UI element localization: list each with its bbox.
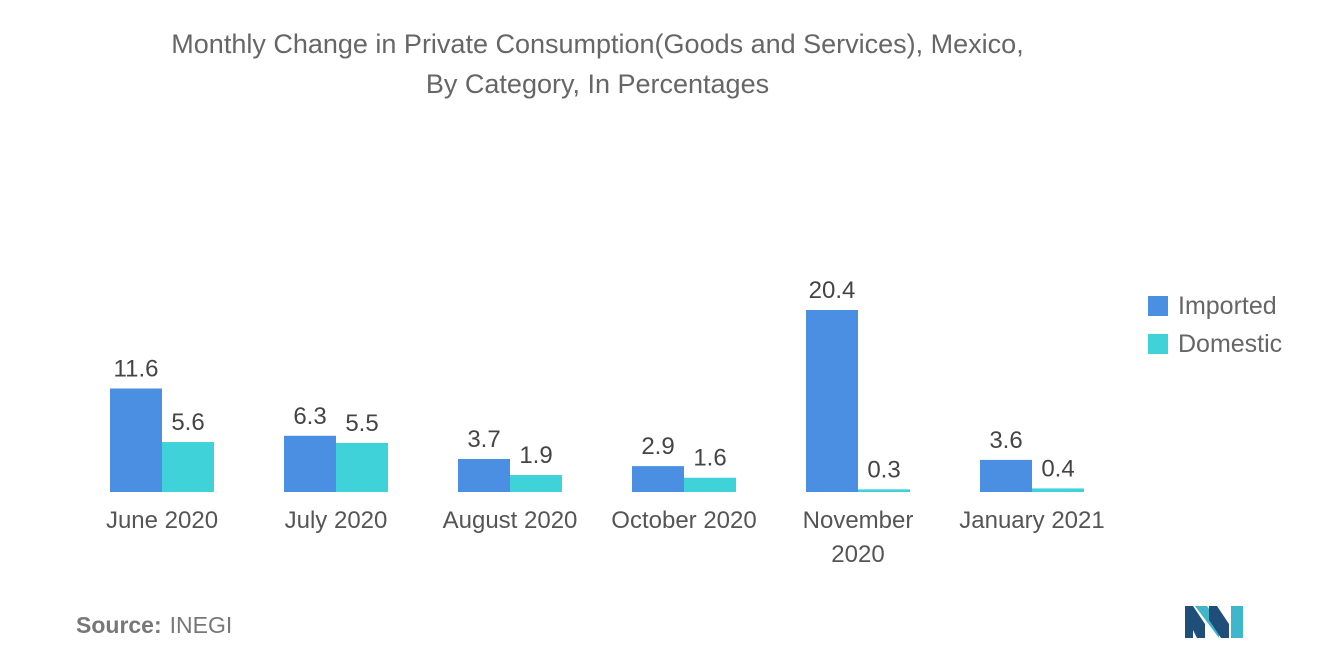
bar-imported-3[interactable] [632,466,684,492]
chart-title-line-2: By Category, In Percentages [425,69,770,99]
mordor-intelligence-logo-icon [1185,606,1243,638]
legend-item-imported[interactable]: Imported [1148,287,1282,325]
data-label-imported-5: 3.6 [989,427,1022,454]
bar-domestic-2[interactable] [510,475,562,492]
chart-title-line-1: Monthly Change in Private Consumption(Go… [171,29,1024,59]
x-tick-label-2: August 2020 [443,507,578,534]
bar-domestic-5[interactable] [1032,488,1084,492]
data-label-imported-2: 3.7 [467,426,500,453]
source-value: INEGI [169,612,233,638]
data-label-domestic-2: 1.9 [519,442,552,469]
x-tick-label-3: October 2020 [611,507,756,534]
data-label-domestic-0: 5.6 [171,409,204,436]
data-label-domestic-3: 1.6 [693,445,726,472]
data-label-imported-3: 2.9 [641,433,674,460]
data-label-imported-1: 6.3 [293,403,326,430]
bar-domestic-1[interactable] [336,442,388,492]
data-label-domestic-5: 0.4 [1041,455,1074,482]
chart-title: Monthly Change in Private Consumption(Go… [0,24,1195,104]
x-tick-label-5: January 2021 [959,507,1104,534]
legend: Imported Domestic [1148,287,1282,363]
source-label: Source: [76,612,162,638]
legend-swatch-domestic [1148,334,1168,354]
bar-imported-1[interactable] [284,435,336,492]
data-label-imported-0: 11.6 [114,356,159,383]
legend-label-imported: Imported [1178,291,1277,320]
bar-imported-0[interactable] [110,388,162,492]
x-tick-label-4-1: 2020 [831,541,884,568]
x-tick-label-1: July 2020 [285,507,388,534]
x-tick-label-4-0: November [803,507,914,534]
data-label-domestic-1: 5.5 [345,410,378,437]
bar-domestic-4[interactable] [858,489,910,492]
legend-label-domestic: Domestic [1178,329,1283,358]
bar-imported-5[interactable] [980,459,1032,492]
bar-domestic-0[interactable] [162,442,214,492]
legend-swatch-imported [1148,296,1168,316]
x-tick-label-0: June 2020 [106,507,218,534]
bar-imported-2[interactable] [458,458,510,492]
bar-domestic-3[interactable] [684,477,736,492]
bar-imported-4[interactable] [806,310,858,492]
data-label-imported-4: 20.4 [809,277,856,304]
legend-item-domestic[interactable]: Domestic [1148,325,1282,363]
source-note: Source: INEGI [76,612,232,639]
data-label-domestic-4: 0.3 [867,456,900,483]
